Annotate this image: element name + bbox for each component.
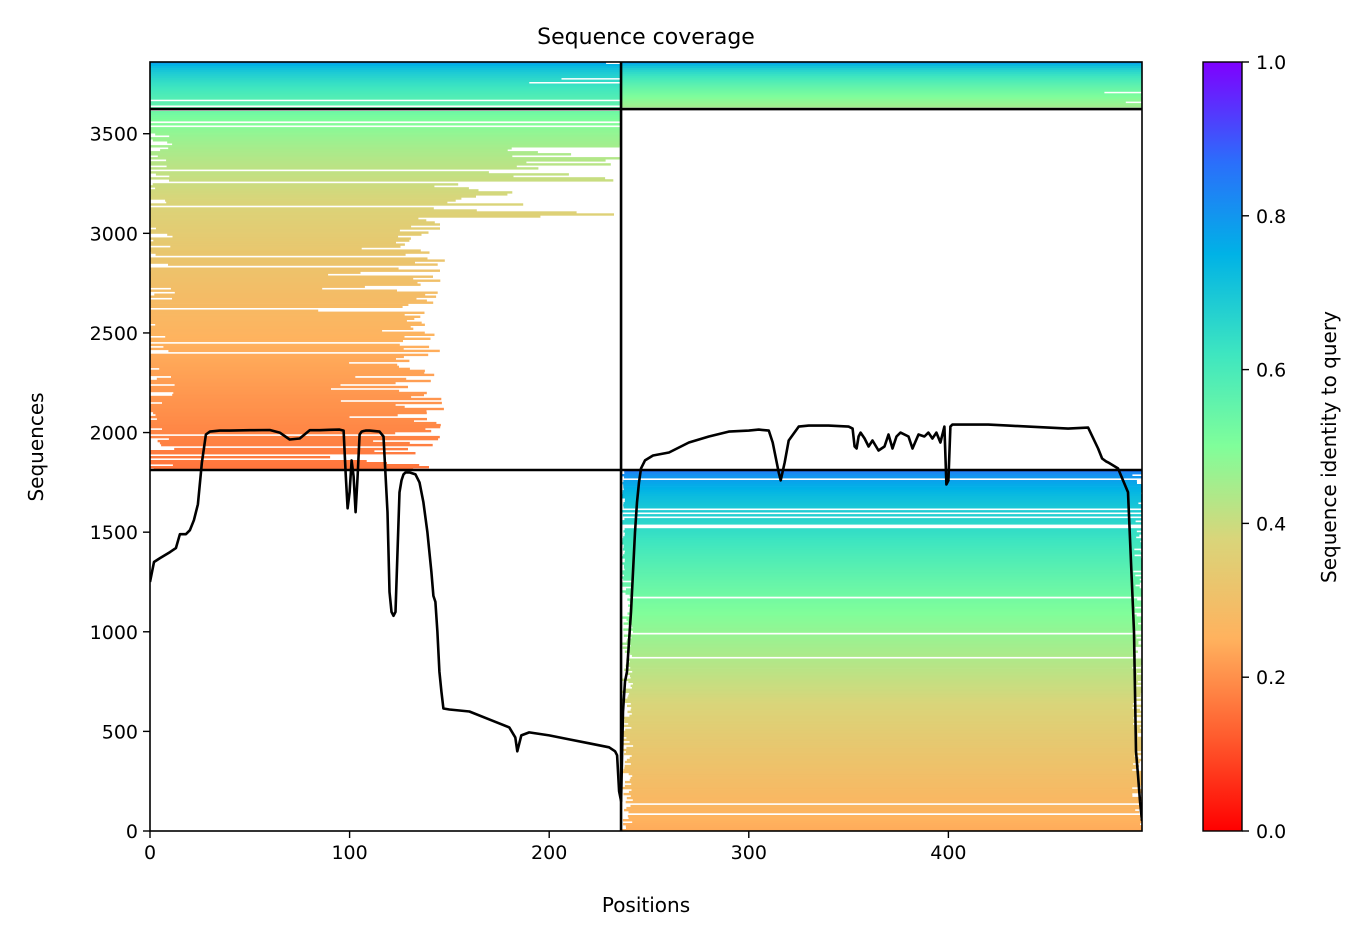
y-tick-label: 2500 — [90, 323, 138, 345]
y-axis: 0 500 1000 1500 2000 2500 3000 3500 — [90, 124, 150, 843]
y-tick-label: 2000 — [90, 423, 138, 445]
plot-frame — [149, 61, 1143, 832]
y-tick-label: 500 — [102, 721, 138, 743]
block-chain2-paired-top — [621, 62, 1142, 108]
x-tick-label: 0 — [144, 842, 156, 864]
colorbar-tick-label: 1.0 — [1256, 52, 1286, 74]
x-tick-label: 400 — [930, 842, 966, 864]
x-axis-label: Positions — [602, 893, 690, 917]
y-axis-label: Sequences — [24, 392, 48, 501]
colorbar-tick-label: 0.0 — [1256, 821, 1286, 843]
y-tick-label: 3500 — [90, 124, 138, 146]
x-axis: 0 100 200 300 400 — [144, 831, 967, 864]
y-tick-label: 1000 — [90, 622, 138, 644]
colorbar-label: Sequence identity to query — [1317, 311, 1341, 583]
colorbar-tick-label: 0.4 — [1256, 513, 1286, 535]
colorbar-tick-label: 0.2 — [1256, 667, 1286, 689]
chart-title: Sequence coverage — [537, 25, 755, 50]
y-tick-label: 1500 — [90, 522, 138, 544]
y-tick-label: 0 — [126, 821, 138, 843]
x-tick-label: 200 — [531, 842, 567, 864]
colorbar-tick-label: 0.8 — [1256, 206, 1286, 228]
coverage-line — [150, 423, 1142, 822]
colorbar-ticks: 0.0 0.2 0.4 0.6 0.8 1.0 — [1242, 52, 1286, 843]
colorbar — [1202, 61, 1243, 832]
block-chain1-paired-top — [150, 62, 622, 110]
block-chain2-unpaired — [621, 470, 1142, 831]
chain-dividers — [150, 62, 1142, 831]
plot-area — [150, 62, 1142, 831]
colorbar-tick-label: 0.6 — [1256, 360, 1286, 382]
x-tick-label: 300 — [731, 842, 767, 864]
x-tick-label: 100 — [331, 842, 367, 864]
block-chain1-unpaired — [150, 111, 622, 471]
y-tick-label: 3000 — [90, 223, 138, 245]
coverage-heatmap — [150, 62, 1142, 831]
